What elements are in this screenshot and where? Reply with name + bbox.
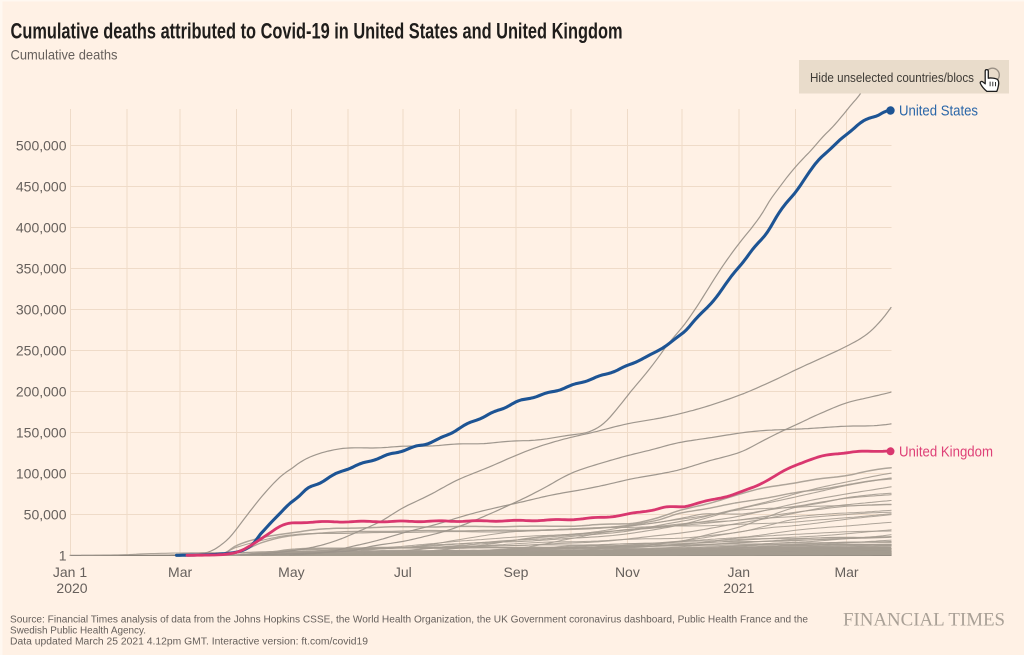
- svg-text:2020: 2020: [56, 580, 87, 596]
- svg-text:100,000: 100,000: [16, 466, 67, 482]
- svg-text:Mar: Mar: [168, 564, 192, 580]
- svg-text:United States: United States: [899, 103, 978, 120]
- svg-text:Cumulative deaths: Cumulative deaths: [11, 46, 118, 62]
- svg-text:May: May: [278, 564, 304, 580]
- svg-text:350,000: 350,000: [16, 261, 67, 277]
- svg-text:Jul: Jul: [394, 564, 412, 580]
- svg-text:50,000: 50,000: [24, 507, 67, 523]
- svg-text:Jan 1: Jan 1: [53, 564, 87, 580]
- svg-text:Data updated March 25 2021 4.1: Data updated March 25 2021 4.12pm GMT. I…: [10, 637, 368, 648]
- svg-text:150,000: 150,000: [16, 425, 67, 441]
- svg-text:Hide unselected countries/bloc: Hide unselected countries/blocs: [810, 70, 974, 85]
- svg-text:FINANCIAL TIMES: FINANCIAL TIMES: [843, 611, 1005, 631]
- svg-text:300,000: 300,000: [16, 302, 67, 318]
- svg-text:Swedish Public Health Agency.: Swedish Public Health Agency.: [10, 626, 146, 637]
- svg-text:400,000: 400,000: [16, 220, 67, 236]
- svg-text:250,000: 250,000: [16, 343, 67, 359]
- svg-text:1: 1: [59, 548, 67, 564]
- svg-text:2021: 2021: [723, 580, 754, 596]
- svg-text:Nov: Nov: [615, 564, 640, 580]
- svg-text:200,000: 200,000: [16, 384, 67, 400]
- svg-text:450,000: 450,000: [16, 179, 67, 195]
- svg-text:Source: Financial Times analys: Source: Financial Times analysis of data…: [10, 615, 808, 626]
- svg-text:Jan: Jan: [728, 564, 751, 580]
- svg-text:500,000: 500,000: [16, 138, 67, 154]
- svg-text:Mar: Mar: [834, 564, 858, 580]
- svg-text:United Kingdom: United Kingdom: [899, 444, 993, 461]
- svg-text:Cumulative deaths attributed t: Cumulative deaths attributed to Covid-19…: [11, 18, 623, 43]
- svg-text:Sep: Sep: [504, 564, 529, 580]
